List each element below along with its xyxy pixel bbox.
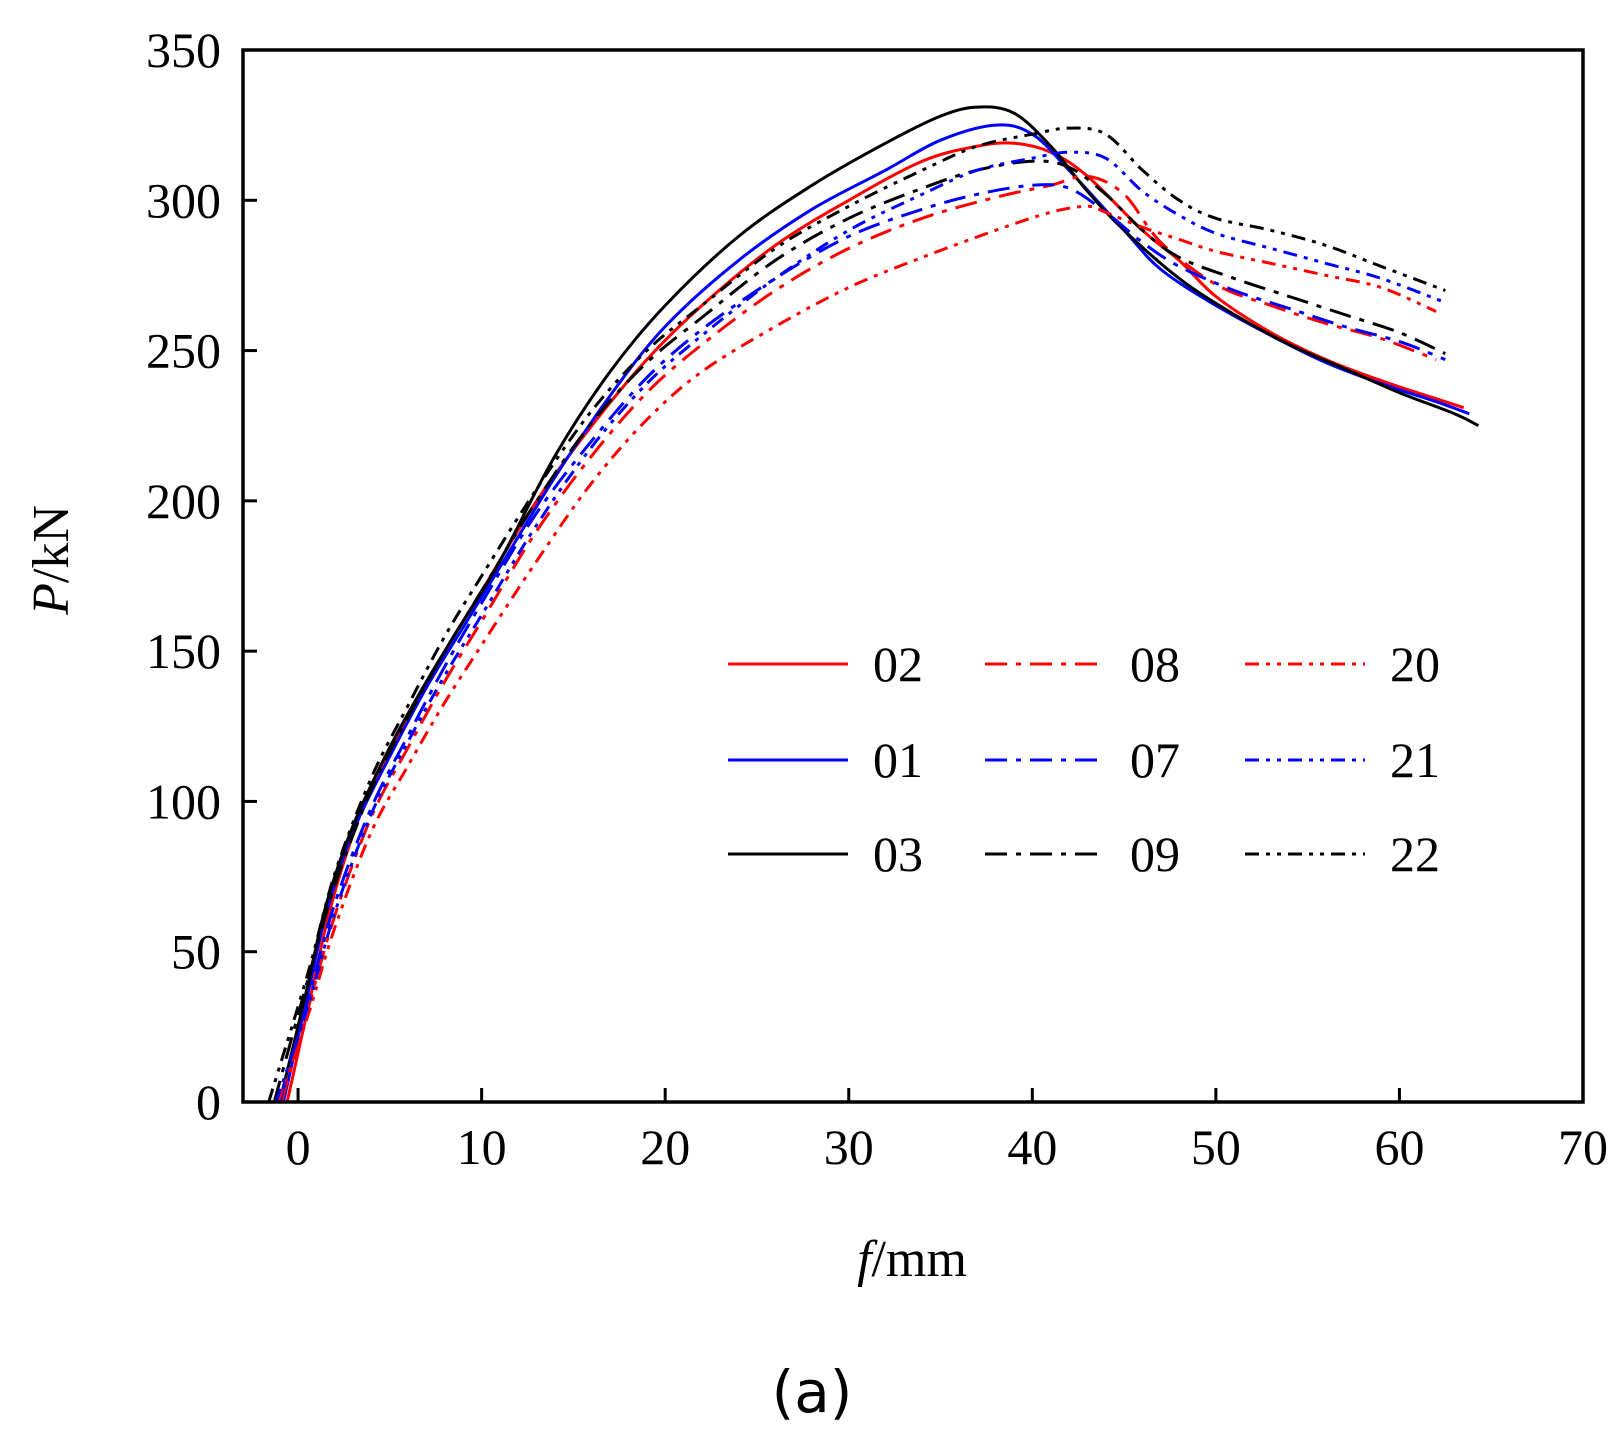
y-axis-label-unit: /kN [23, 505, 80, 583]
y-tick-label: 350 [146, 22, 221, 78]
series-line-22 [267, 126, 1446, 1102]
legend-label-01: 01 [873, 732, 923, 788]
legend-label-07: 07 [1130, 732, 1180, 788]
y-tick-label: 250 [146, 323, 221, 379]
x-tick-label: 30 [824, 1119, 874, 1175]
series-line-03 [278, 105, 1480, 1102]
legend-label-09: 09 [1130, 826, 1180, 882]
legend-label-08: 08 [1130, 636, 1180, 692]
x-tick-label: 0 [286, 1119, 311, 1175]
y-axis-label: P/kN [23, 505, 80, 616]
x-tick-label: 60 [1374, 1119, 1424, 1175]
series-line-08 [280, 174, 1437, 1102]
y-tick-label: 100 [146, 773, 221, 829]
series-layer [267, 105, 1480, 1102]
legend-label-02: 02 [873, 636, 923, 692]
x-tick-label: 20 [640, 1119, 690, 1175]
y-tick-label: 300 [146, 172, 221, 228]
x-tick-label: 10 [457, 1119, 507, 1175]
y-tick-label: 200 [146, 473, 221, 529]
series-line-09 [272, 159, 1446, 1102]
y-tick-label: 150 [146, 623, 221, 679]
series-line-21 [274, 150, 1446, 1102]
y-tick-label: 0 [196, 1074, 221, 1130]
y-axis-ticks: 0 50 100 150 200 250 300 350 [146, 22, 257, 1130]
legend-label-22: 22 [1390, 826, 1440, 882]
plot-frame [241, 48, 1585, 1104]
x-axis-label: f/mm [857, 1231, 967, 1288]
legend: 02 01 03 08 07 09 20 21 22 [728, 636, 1440, 882]
y-axis-label-symbol: P [23, 583, 80, 616]
x-axis-label-unit: /mm [872, 1231, 967, 1288]
panel-label: (a) [772, 1358, 853, 1426]
y-tick-label: 50 [171, 924, 221, 980]
x-tick-label: 50 [1191, 1119, 1241, 1175]
x-axis-ticks: 0 10 20 30 40 50 60 70 [286, 1088, 1608, 1175]
series-line-20 [276, 204, 1437, 1102]
legend-label-20: 20 [1390, 636, 1440, 692]
x-tick-label: 70 [1558, 1119, 1608, 1175]
x-tick-label: 40 [1007, 1119, 1057, 1175]
legend-label-03: 03 [873, 826, 923, 882]
legend-label-21: 21 [1390, 732, 1440, 788]
series-line-01 [281, 123, 1470, 1102]
